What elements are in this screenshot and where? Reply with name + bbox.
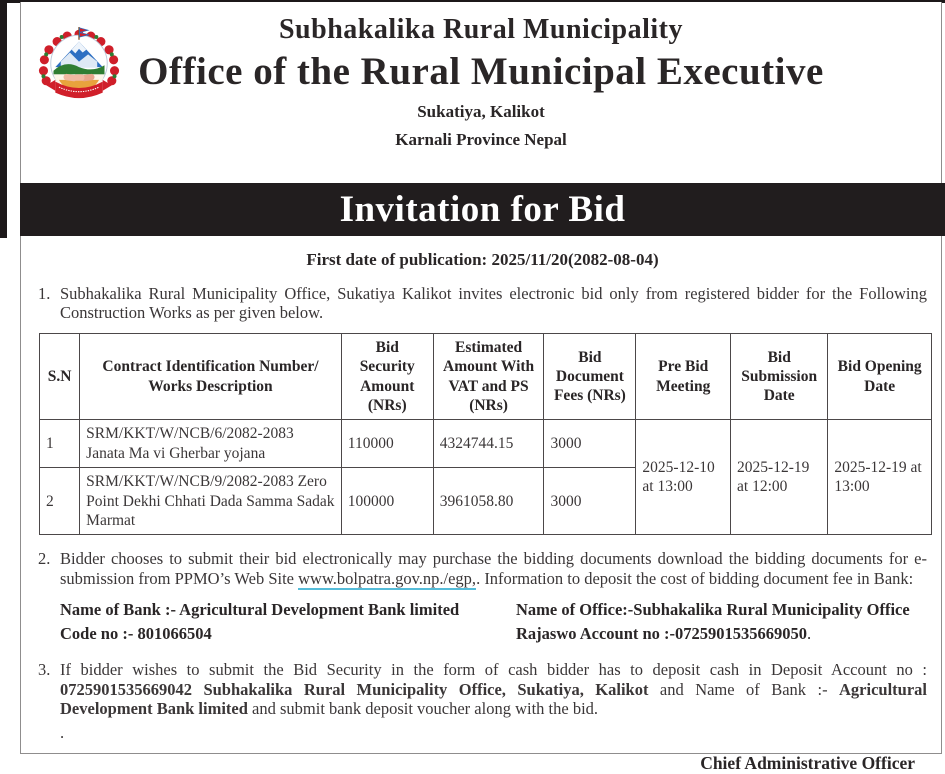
cell-sn: 2 bbox=[38, 467, 81, 536]
trailing-dot: . bbox=[60, 722, 65, 742]
bolpatra-website-link[interactable]: www.bolpatra.gov.np./egp, bbox=[298, 568, 477, 590]
clause-3-part2: and Name of Bank :- bbox=[648, 679, 840, 699]
bank-name-bold: Agricultural Development Bank limited bbox=[60, 679, 928, 719]
address-line-2: Karnali Province Nepal bbox=[395, 130, 567, 149]
office-name: Name of Office:-Subhakalika Rural Munici… bbox=[516, 600, 910, 620]
col-header-prebid: Pre Bid Meeting bbox=[635, 332, 732, 421]
scan-border-top bbox=[0, 0, 945, 3]
clause-3-part3: and submit bank deposit voucher along wi… bbox=[247, 699, 599, 719]
address-line-1: Sukatiya, Kalikot bbox=[417, 102, 545, 121]
document-body: First date of publication: 2025/11/20(20… bbox=[21, 236, 941, 774]
col-header-opening: Bid Opening Date bbox=[827, 332, 932, 421]
col-header-sn: S.N bbox=[38, 332, 81, 421]
letterhead: Subhakalika Rural Municipality Office of… bbox=[21, 2, 941, 183]
bank-name: Name of Bank :- Agricultural Development… bbox=[60, 600, 460, 620]
clause-2-number: 2. bbox=[38, 549, 51, 569]
col-header-security: Bid Security Amount (NRs) bbox=[340, 332, 434, 421]
banner-title: Invitation for Bid bbox=[339, 189, 626, 230]
signatory-title: Chief Administrative Officer bbox=[700, 752, 915, 773]
cell-opening-date: 2025-12-19 at 13:00 bbox=[827, 419, 932, 536]
cell-estimated: 4324744.15 bbox=[432, 419, 545, 469]
rajaswo-account: Rajaswo Account no :-0725901535669050. bbox=[516, 624, 812, 644]
cell-security: 110000 bbox=[340, 419, 434, 469]
deposit-account-number: 0725901535669042 Subhakalika Rural Munic… bbox=[60, 679, 649, 699]
office-title: Office of the Rural Municipal Executive bbox=[138, 50, 824, 93]
nepal-emblem-logo bbox=[33, 27, 125, 109]
cell-security: 100000 bbox=[340, 467, 434, 536]
bid-table: S.N Contract Identification Number/ Work… bbox=[38, 332, 932, 536]
clause-3-number: 3. bbox=[38, 660, 51, 680]
col-header-contract: Contract Identification Number/ Works De… bbox=[79, 332, 342, 421]
bank-code: Code no :- 801066504 bbox=[60, 624, 212, 644]
clause-3-text: If bidder wishes to submit the Bid Secur… bbox=[60, 660, 927, 718]
document-page: Subhakalika Rural Municipality Office of… bbox=[20, 2, 945, 773]
cell-estimated: 3961058.80 bbox=[432, 467, 545, 536]
clause-1-text: Subhakalika Rural Municipality Office, S… bbox=[60, 284, 927, 323]
cell-fees: 3000 bbox=[543, 467, 637, 536]
table-header-row: S.N Contract Identification Number/ Work… bbox=[38, 332, 932, 421]
cell-description: SRM/KKT/W/NCB/6/2082-2083 Janata Ma vi G… bbox=[79, 419, 342, 469]
cell-prebid-meeting: 2025-12-10 at 13:00 bbox=[635, 419, 732, 536]
clause-3: 3. If bidder wishes to submit the Bid Se… bbox=[38, 660, 927, 718]
bank-details: Name of Bank :- Agricultural Development… bbox=[60, 598, 927, 646]
clause-1: 1. Subhakalika Rural Municipality Office… bbox=[38, 284, 927, 323]
cell-description: SRM/KKT/W/NCB/9/2082-2083 Zero Point Dek… bbox=[79, 467, 342, 536]
clause-2-text: Bidder chooses to submit their bid elect… bbox=[60, 549, 927, 590]
cell-fees: 3000 bbox=[543, 419, 637, 469]
municipality-title: Subhakalika Rural Municipality bbox=[278, 14, 683, 45]
clause-2: 2. Bidder chooses to submit their bid el… bbox=[38, 549, 927, 590]
cell-submission-date: 2025-12-19 at 12:00 bbox=[730, 419, 829, 536]
clause-2-text-after-link: . Information to deposit the cost of bid… bbox=[476, 568, 914, 588]
table-row: 2 SRM/KKT/W/NCB/9/2082-2083 Zero Point D… bbox=[38, 467, 932, 536]
scan-border-left bbox=[0, 0, 7, 238]
clause-2-text-before-link: Bidder chooses to submit their bid elect… bbox=[60, 549, 927, 588]
table-row: 1 SRM/KKT/W/NCB/6/2082-2083 Janata Ma vi… bbox=[38, 419, 932, 536]
clause-1-number: 1. bbox=[38, 284, 51, 303]
clause-3-part1: If bidder wishes to submit the Bid Secur… bbox=[60, 660, 927, 680]
col-header-submission: Bid Submission Date bbox=[730, 332, 829, 421]
cell-sn: 1 bbox=[38, 419, 81, 469]
col-header-fees: Bid Document Fees (NRs) bbox=[543, 332, 637, 421]
invitation-banner: Invitation for Bid bbox=[20, 183, 945, 236]
publication-date-line: First date of publication: 2025/11/20(20… bbox=[306, 250, 659, 269]
col-header-estimated: Estimated Amount With VAT and PS (NRs) bbox=[432, 332, 545, 421]
